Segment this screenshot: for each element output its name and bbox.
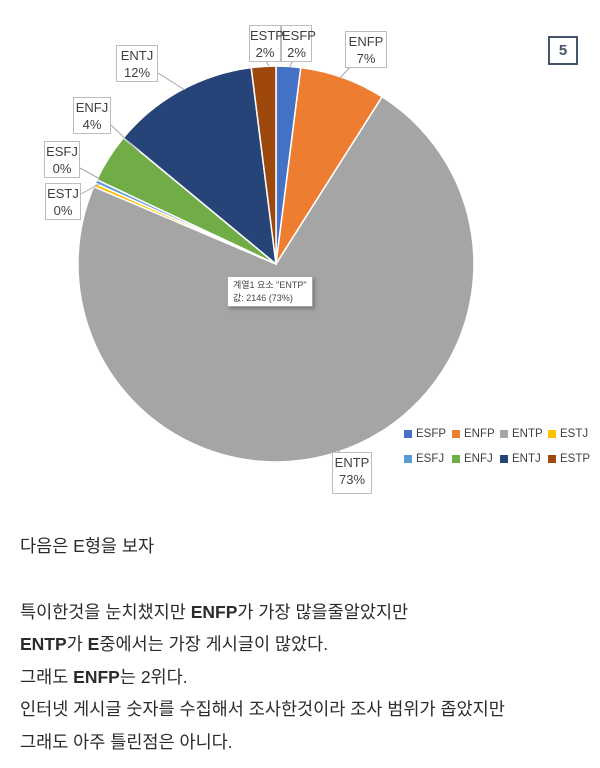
- pie-label-leader-entp: [322, 440, 341, 453]
- legend-label: ESFP: [416, 428, 447, 440]
- pie-label-category: ESTP: [250, 28, 284, 43]
- pie-label-percent: 7%: [356, 50, 376, 66]
- pie-slice-estp[interactable]: [250, 65, 277, 265]
- body-line: 다음은 E형을 보자: [20, 536, 155, 556]
- legend-item-esfj[interactable]: ESFJ: [404, 453, 452, 465]
- legend-swatch-icon: [404, 455, 412, 463]
- image-number-badge: 5: [548, 36, 578, 65]
- chart-legend: ESFP ENFP ENTP ESTJ ESFJ ENFJ ENTJ ESTP: [404, 428, 600, 478]
- legend-swatch-icon: [500, 455, 508, 463]
- pie-label-percent: 12%: [123, 64, 151, 80]
- pie-label-leader-esfj: [79, 167, 101, 180]
- pie-label-percent: 2%: [287, 44, 306, 60]
- legend-item-entj[interactable]: ENTJ: [500, 453, 548, 465]
- pie-label-esfp: ESFP 2%: [281, 25, 316, 63]
- pie-label-estp: ESTP 2%: [249, 25, 284, 63]
- chart-tooltip: 계열1 요소 "ENTP" 값: 2146 (73%): [227, 276, 313, 308]
- tooltip-value-line: 값: 2146 (73%): [233, 292, 293, 303]
- pie-label-category: ESFP: [282, 28, 316, 43]
- legend-label: ENFP: [464, 428, 495, 440]
- legend-swatch-icon: [452, 455, 460, 463]
- pie-label-percent: 0%: [53, 202, 73, 218]
- legend-item-estj[interactable]: ESTJ: [548, 428, 596, 440]
- legend-item-entp[interactable]: ENTP: [500, 428, 548, 440]
- legend-label: ESTP: [560, 453, 591, 465]
- pie-label-percent: 4%: [82, 116, 102, 132]
- legend-item-enfp[interactable]: ENFP: [452, 428, 500, 440]
- pie-label-leader-entj: [157, 72, 186, 91]
- legend-row: ESFJ ENFJ ENTJ ESTP: [404, 453, 600, 465]
- pie-label-category: ENFJ: [75, 100, 109, 115]
- legend-row: ESFP ENFP ENTP ESTJ: [404, 428, 600, 440]
- pie-label-estj: ESTJ 0%: [45, 183, 81, 221]
- legend-item-esfp[interactable]: ESFP: [404, 428, 452, 440]
- pie-label-enfj: ENFJ 4%: [73, 97, 111, 135]
- pie-label-entp: ENTP 73%: [332, 452, 372, 494]
- pie-label-esfj: ESFJ 0%: [44, 141, 80, 179]
- pie-label-category: ESTJ: [47, 186, 79, 201]
- body-line: 그래도 ENFP는 2위다.: [20, 666, 188, 687]
- pie-label-percent: 0%: [52, 160, 72, 176]
- pie-label-percent: 2%: [255, 44, 275, 60]
- body-line: 그래도 아주 틀린점은 아니다.: [20, 731, 233, 752]
- pie-label-category: ENFP: [348, 34, 384, 49]
- legend-swatch-icon: [500, 430, 508, 438]
- legend-label: ENTJ: [512, 453, 541, 465]
- tooltip-series-line: 계열1 요소 "ENTP": [233, 280, 307, 290]
- legend-swatch-icon: [452, 430, 460, 438]
- legend-swatch-icon: [548, 430, 556, 438]
- post-body-text: 다음은 E형을 보자 특이한것을 눈치챘지만 ENFP가 가장 많을줄알았지만 …: [20, 530, 580, 758]
- mbti-pie-chart: 계열1 요소 "ENTP" 값: 2146 (73%) 5 ESFP ENFP EN…: [44, 25, 600, 494]
- pie-label-percent: 73%: [338, 471, 366, 487]
- legend-label: ESTJ: [560, 428, 589, 440]
- legend-item-enfj[interactable]: ENFJ: [452, 453, 500, 465]
- pie-label-leader-estj: [80, 183, 100, 195]
- legend-label: ESFJ: [416, 453, 445, 465]
- legend-swatch-icon: [548, 455, 556, 463]
- pie-label-category: ENTJ: [120, 48, 154, 63]
- body-line: 인터넷 게시글 숫자를 수집해서 조사한것이라 조사 범위가 좁았지만: [20, 699, 505, 719]
- pie-label-category: ENTP: [334, 455, 370, 470]
- body-line: 특이한것을 눈치챘지만 ENFP가 가장 많을줄알았지만: [20, 601, 409, 622]
- body-line: ENTP가 E중에서는 가장 게시글이 많았다.: [20, 634, 329, 654]
- pie-label-enfp: ENFP 7%: [345, 31, 387, 69]
- pie-label-entj: ENTJ 12%: [116, 45, 158, 83]
- pie-label-category: ESFJ: [46, 144, 78, 159]
- legend-label: ENFJ: [464, 453, 493, 465]
- legend-item-estp[interactable]: ESTP: [548, 453, 596, 465]
- pie-slice-entj[interactable]: [122, 66, 277, 266]
- legend-swatch-icon: [404, 430, 412, 438]
- pie-label-leader-enfj: [110, 124, 140, 153]
- legend-label: ENTP: [512, 428, 543, 440]
